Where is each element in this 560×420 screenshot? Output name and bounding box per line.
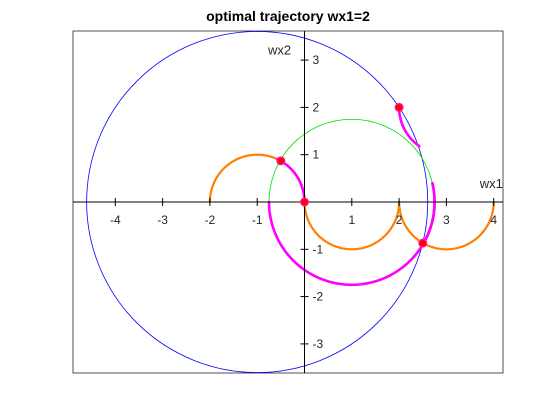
- x-axis-label: wx1: [479, 176, 503, 191]
- trajectory-point: [300, 197, 310, 207]
- y-tick-label: 3: [313, 53, 320, 67]
- magenta-path-arc-8: [423, 182, 436, 243]
- chart-title: optimal trajectory wx1=2: [206, 8, 370, 24]
- magenta-path-arc-5: [275, 157, 306, 204]
- magenta-path-arc-9: [397, 106, 421, 148]
- x-tick-label: 2: [396, 213, 403, 227]
- trajectory-point: [394, 102, 404, 112]
- magenta-path-arc-6: [267, 200, 429, 287]
- x-tick-label: -1: [252, 213, 263, 227]
- y-tick-label: -3: [313, 337, 324, 351]
- trajectory-point: [276, 156, 286, 166]
- x-tick-label: -3: [157, 213, 168, 227]
- trajectory-point: [418, 238, 428, 248]
- x-tick-label: -4: [110, 213, 121, 227]
- orange-arcs-arc-3: [303, 200, 401, 251]
- y-tick-label: -2: [313, 290, 324, 304]
- y-tick-label: 1: [313, 148, 320, 162]
- y-tick-label: 2: [313, 100, 320, 114]
- x-tick-label: -2: [205, 213, 216, 227]
- x-tick-label: 3: [443, 213, 450, 227]
- orange-arcs-arc-4: [398, 200, 495, 251]
- points-layer: [276, 102, 428, 248]
- orange-arcs-arc-2: [208, 153, 306, 204]
- ticks-layer: -4 -3 -2 -1 1 2 3 4 -3 -2 -1 1 2 3: [110, 53, 497, 351]
- y-axis-label: wx2: [267, 43, 291, 58]
- x-tick-label: 4: [490, 213, 497, 227]
- x-tick-label: 1: [348, 213, 355, 227]
- y-tick-label: -1: [313, 242, 324, 256]
